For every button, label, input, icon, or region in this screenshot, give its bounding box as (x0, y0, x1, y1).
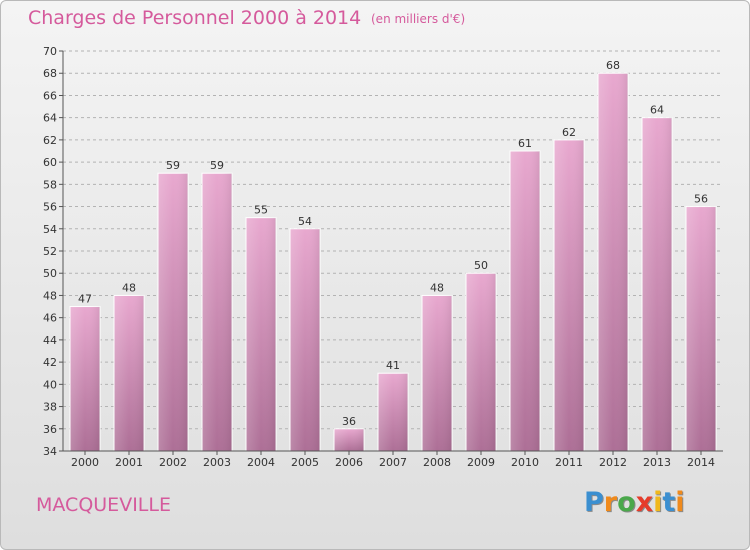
bar-shade-2007 (378, 373, 408, 451)
bar-shade-2001 (114, 295, 144, 451)
data-label: 54 (298, 215, 312, 228)
y-tick-label: 52 (43, 245, 57, 258)
chart-title: Charges de Personnel 2000 à 2014 (28, 7, 362, 29)
bar-shade-2010 (510, 151, 540, 451)
x-tick-label: 2008 (423, 456, 451, 469)
logo-letter: i (675, 487, 685, 518)
y-tick-label: 62 (43, 134, 57, 147)
bar-shade-2014 (686, 206, 716, 451)
y-tick-label: 70 (43, 45, 57, 58)
data-label: 41 (386, 359, 400, 372)
y-tick-label: 44 (43, 334, 57, 347)
data-label: 55 (254, 204, 268, 217)
logo-letter: P (584, 487, 604, 518)
bar-shade-2002 (158, 173, 188, 451)
data-label: 59 (210, 159, 224, 172)
x-tick-label: 2007 (379, 456, 407, 469)
data-label: 47 (78, 293, 92, 306)
y-tick-label: 36 (43, 423, 57, 436)
bar-shade-2012 (598, 73, 628, 451)
y-tick-label: 40 (43, 378, 57, 391)
data-label: 64 (650, 104, 664, 117)
x-tick-label: 2012 (599, 456, 627, 469)
bar-shade-2011 (554, 139, 584, 451)
y-tick-label: 34 (43, 445, 57, 458)
logo-letter: x (635, 487, 654, 518)
data-label: 61 (518, 137, 532, 150)
data-label: 48 (122, 281, 136, 294)
bar-shade-2006 (334, 428, 364, 451)
logo-letter: o (617, 487, 636, 518)
bar-shade-2000 (70, 306, 100, 451)
x-tick-label: 2011 (555, 456, 583, 469)
bar-shade-2013 (642, 117, 672, 452)
y-tick-label: 56 (43, 201, 57, 214)
data-label: 56 (694, 193, 708, 206)
x-tick-label: 2005 (291, 456, 319, 469)
x-tick-label: 2003 (203, 456, 231, 469)
x-tick-label: 2013 (643, 456, 671, 469)
x-tick-label: 2014 (687, 456, 715, 469)
data-label: 36 (342, 415, 356, 428)
x-tick-label: 2001 (115, 456, 143, 469)
bar-shade-2009 (466, 273, 496, 451)
x-tick-label: 2004 (247, 456, 275, 469)
y-tick-label: 54 (43, 223, 57, 236)
y-tick-label: 64 (43, 112, 57, 125)
y-tick-label: 46 (43, 312, 57, 325)
bar-shade-2005 (290, 228, 320, 451)
x-tick-label: 2009 (467, 456, 495, 469)
y-tick-label: 48 (43, 289, 57, 302)
y-tick-label: 58 (43, 178, 57, 191)
data-label: 68 (606, 59, 620, 72)
bar-shade-2008 (422, 295, 452, 451)
y-tick-label: 68 (43, 67, 57, 80)
commune-name: MACQUEVILLE (36, 494, 171, 516)
logo-letter: t (662, 487, 676, 518)
x-tick-label: 2002 (159, 456, 187, 469)
x-tick-label: 2000 (71, 456, 99, 469)
logo-letter: r (603, 487, 618, 518)
x-tick-label: 2010 (511, 456, 539, 469)
data-label: 62 (562, 126, 576, 139)
bar-shade-2003 (202, 173, 232, 451)
chart-subtitle: (en milliers d'€) (371, 12, 466, 26)
y-tick-label: 38 (43, 401, 57, 414)
y-tick-label: 60 (43, 156, 57, 169)
y-tick-label: 42 (43, 356, 57, 369)
x-tick-label: 2006 (335, 456, 363, 469)
proxiti-logo: Proxiti (584, 487, 685, 518)
y-tick-label: 50 (43, 267, 57, 280)
data-label: 59 (166, 159, 180, 172)
bar-shade-2004 (246, 217, 276, 451)
logo-letter: i (653, 487, 663, 518)
data-label: 50 (474, 259, 488, 272)
y-tick-label: 66 (43, 89, 57, 102)
data-label: 48 (430, 281, 444, 294)
